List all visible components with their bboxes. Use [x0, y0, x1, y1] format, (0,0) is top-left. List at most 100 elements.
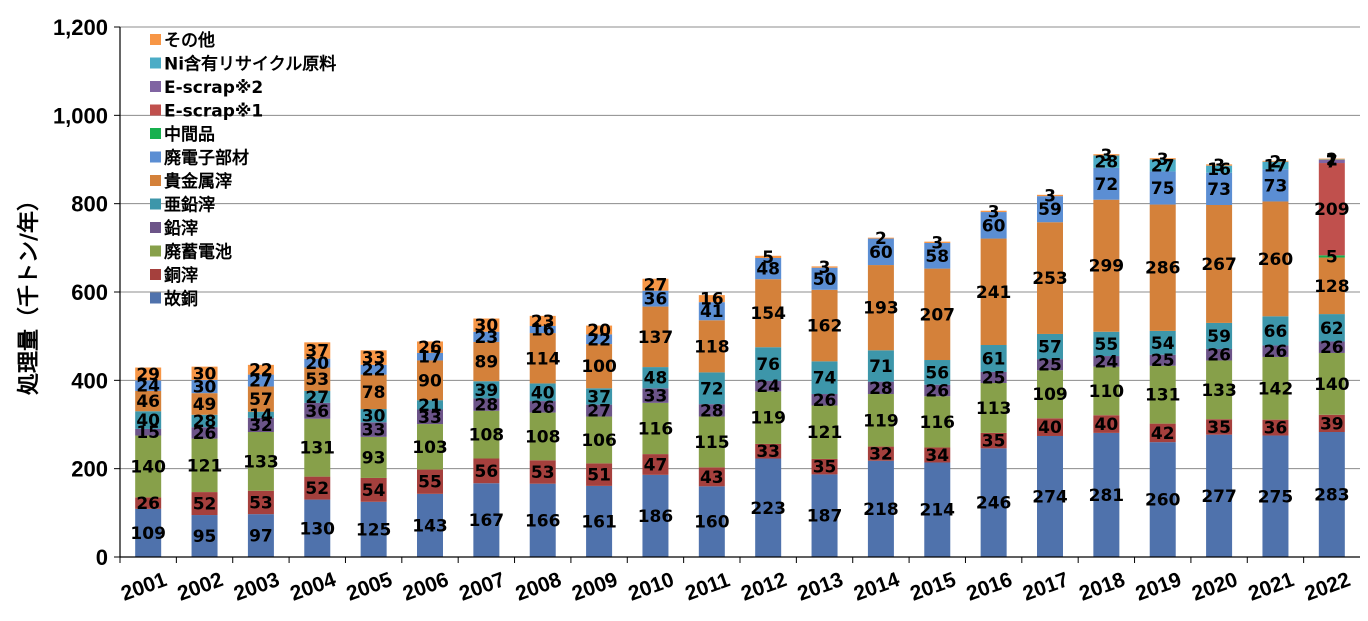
bar-segment	[811, 405, 838, 459]
data-label: 154	[750, 304, 786, 324]
bar-segment	[811, 289, 838, 362]
bar-segment	[1206, 322, 1233, 349]
x-tick-label: 2015	[907, 568, 959, 606]
data-label: 3	[1044, 186, 1056, 206]
data-label: 277	[1201, 487, 1237, 507]
bar-segment	[191, 438, 218, 493]
data-label: 16	[700, 290, 724, 310]
bar-segment	[191, 414, 218, 428]
x-tick-label: 2006	[400, 568, 452, 606]
data-label: 128	[1314, 277, 1350, 297]
data-label: 33	[362, 349, 386, 369]
bar-segment	[867, 446, 894, 461]
data-label: 30	[193, 378, 217, 398]
data-label: 39	[1320, 414, 1344, 434]
bar-segment	[1206, 172, 1233, 205]
bar-segment	[417, 493, 443, 557]
bar-segment	[1037, 194, 1063, 197]
bar-segment	[247, 364, 274, 375]
bar-segment	[1318, 432, 1345, 557]
bar-segment	[586, 416, 613, 464]
bar-segment	[191, 366, 218, 380]
bar-segment	[247, 374, 274, 387]
data-label: 281	[1089, 486, 1125, 506]
bar-segment	[867, 237, 894, 239]
data-label: 114	[525, 349, 561, 369]
data-label: 78	[362, 383, 386, 403]
data-label: 20	[305, 354, 329, 374]
bar-segment	[529, 383, 556, 402]
data-label: 28	[869, 379, 893, 399]
bar-segment	[1037, 418, 1063, 436]
bar-segment	[811, 394, 838, 406]
y-tick-label: 1,200	[53, 15, 108, 40]
data-label: 21	[418, 396, 442, 416]
data-label: 207	[920, 305, 956, 325]
data-label: 73	[1207, 180, 1231, 200]
legend-swatch	[150, 175, 161, 186]
bar-segment	[1037, 435, 1063, 557]
legend-swatch	[150, 292, 161, 304]
bar-segment	[924, 242, 951, 269]
data-label: 260	[1145, 491, 1181, 511]
bar-segment	[1262, 345, 1289, 357]
data-label: 121	[807, 423, 843, 443]
data-label: 30	[193, 364, 217, 384]
y-tick-label: 1,000	[53, 103, 108, 128]
bar-segment	[1262, 169, 1289, 202]
data-label: 36	[1264, 419, 1288, 439]
bar-segment	[1318, 163, 1345, 256]
x-tick-label: 2005	[344, 568, 396, 606]
data-label: 25	[1151, 351, 1175, 371]
bar-segment	[247, 417, 274, 433]
data-label: 140	[1314, 375, 1350, 395]
data-label: 24	[136, 377, 160, 397]
bar-segment	[642, 474, 669, 557]
bar-segment	[698, 486, 725, 557]
x-tick-label: 2011	[682, 568, 733, 605]
y-tick-label: 200	[71, 457, 108, 482]
bar-segment	[586, 463, 613, 486]
data-label: 27	[1151, 156, 1175, 176]
data-label: 50	[813, 270, 837, 290]
bar-segment	[1037, 222, 1063, 334]
x-tick-label: 2009	[569, 568, 621, 606]
bar-segment	[980, 210, 1007, 213]
bar-segment	[980, 371, 1007, 383]
data-label: 59	[1207, 327, 1231, 347]
data-label: 53	[531, 463, 555, 483]
data-label: 2	[875, 229, 887, 249]
data-label: 20	[587, 321, 611, 341]
data-label: 160	[694, 513, 730, 533]
x-tick-label: 2022	[1302, 568, 1354, 606]
legend-label: 中間品	[164, 124, 215, 145]
data-label: 62	[1320, 319, 1344, 339]
bar-segment	[642, 367, 669, 389]
data-label: 121	[187, 456, 223, 476]
bar-segment	[642, 290, 669, 307]
bar-segment	[304, 358, 331, 368]
data-label: 119	[863, 411, 899, 431]
bar-segment	[135, 435, 162, 498]
bar-segment	[360, 477, 387, 502]
data-label: 116	[920, 413, 956, 433]
data-label: 140	[130, 457, 166, 477]
bar-segment	[360, 364, 387, 375]
data-label: 22	[362, 361, 386, 381]
legend-label: その他	[164, 30, 215, 51]
data-label: 39	[475, 381, 499, 401]
x-tick-label: 2003	[231, 568, 283, 606]
bar-segment	[247, 514, 274, 557]
data-label: 97	[249, 527, 273, 547]
bar-segment	[1093, 155, 1120, 168]
data-label: 26	[136, 494, 160, 514]
bar-segment	[1262, 419, 1289, 436]
bar-segment	[191, 379, 218, 394]
bar-segment	[191, 427, 218, 439]
data-label: 72	[1095, 175, 1119, 195]
bar-segment	[1093, 356, 1120, 367]
data-label: 33	[756, 442, 780, 462]
bar-segment	[529, 401, 556, 413]
